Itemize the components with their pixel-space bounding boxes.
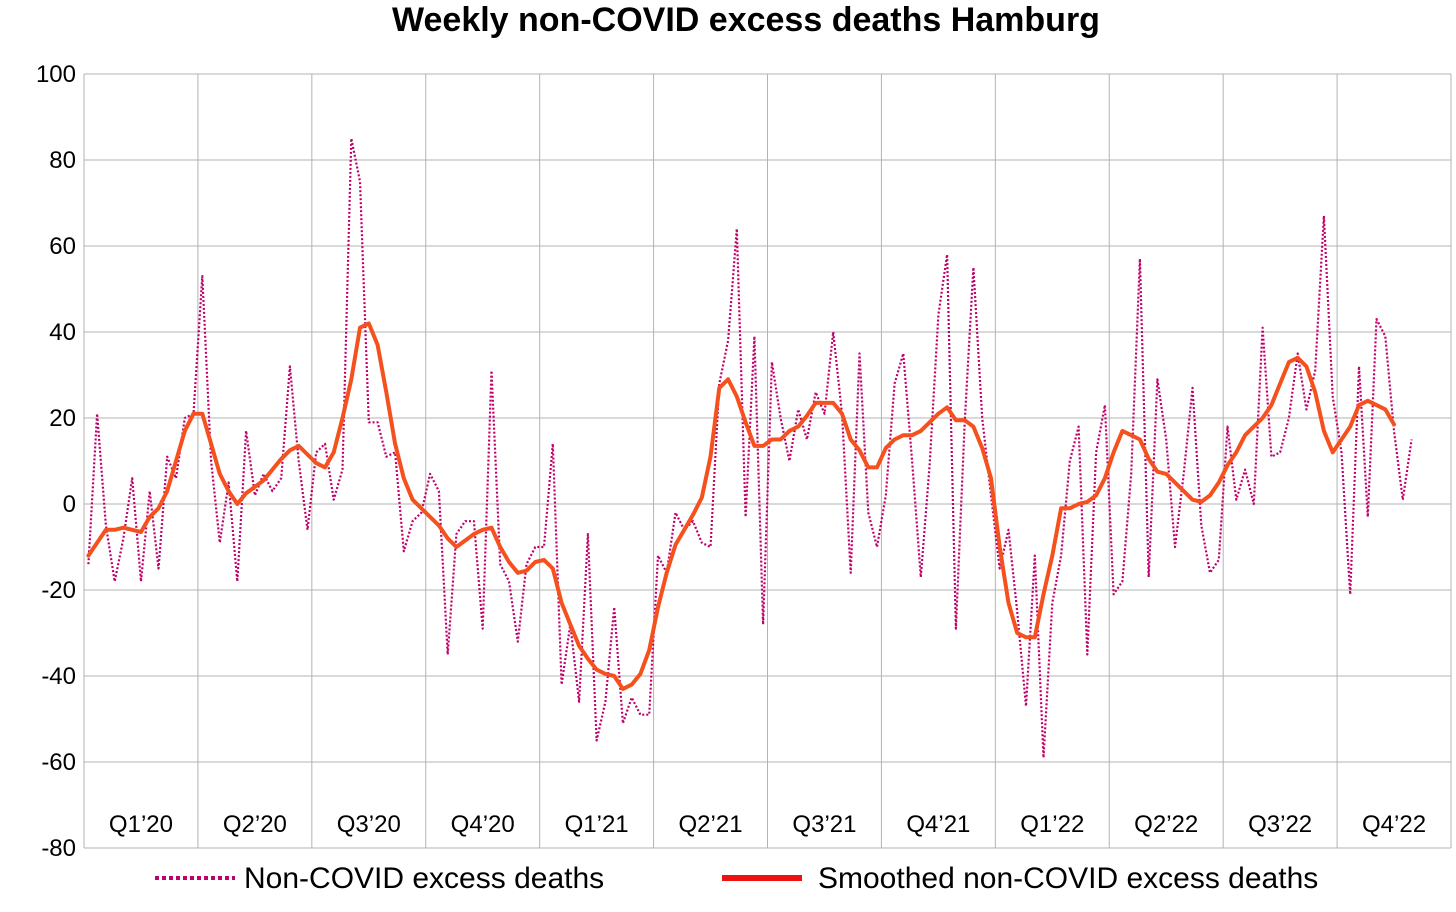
y-tick-label: -80 (41, 835, 76, 862)
legend-label-smoothed: Smoothed non-COVID excess deaths (818, 862, 1318, 895)
series-line-smoothed (86, 321, 1396, 691)
quarter-label: Q2’20 (223, 811, 287, 838)
quarter-label: Q4’21 (906, 811, 970, 838)
grid (83, 73, 1452, 849)
y-tick-label: 80 (49, 147, 76, 174)
y-tick-label: 100 (36, 61, 76, 88)
quarter-label: Q2’21 (679, 811, 743, 838)
quarter-label: Q1’20 (109, 811, 173, 838)
chart-title: Weekly non-COVID excess deaths Hamburg (392, 1, 1100, 39)
quarter-label: Q3’20 (337, 811, 401, 838)
x-axis-quarter-labels: Q1’20 Q2’20 Q3’20 Q4’20 Q1’21 Q2’21 Q3’21 Q4’21… (109, 811, 1426, 838)
quarter-label: Q2’22 (1134, 811, 1198, 838)
quarter-label: Q3’22 (1248, 811, 1312, 838)
series-lines (86, 137, 1413, 759)
legend: Non-COVID excess deaths Smoothed non-COV… (155, 862, 1318, 895)
quarter-label: Q4’20 (451, 811, 515, 838)
quarter-label: Q1’22 (1020, 811, 1084, 838)
y-axis-tick-labels: 100 80 60 40 20 0 -20 -40 -60 -80 (36, 61, 76, 862)
quarter-label: Q3’21 (792, 811, 856, 838)
y-tick-label: 40 (49, 319, 76, 346)
y-tick-label: 60 (49, 233, 76, 260)
series-line-non-covid (87, 137, 1413, 759)
y-tick-label: -20 (41, 577, 76, 604)
legend-label-non-covid: Non-COVID excess deaths (244, 862, 604, 895)
y-tick-label: -40 (41, 663, 76, 690)
y-tick-label: 20 (49, 405, 76, 432)
y-tick-label: -60 (41, 749, 76, 776)
quarter-label: Q4’22 (1362, 811, 1426, 838)
y-tick-label: 0 (63, 491, 76, 518)
quarter-label: Q1’21 (565, 811, 629, 838)
